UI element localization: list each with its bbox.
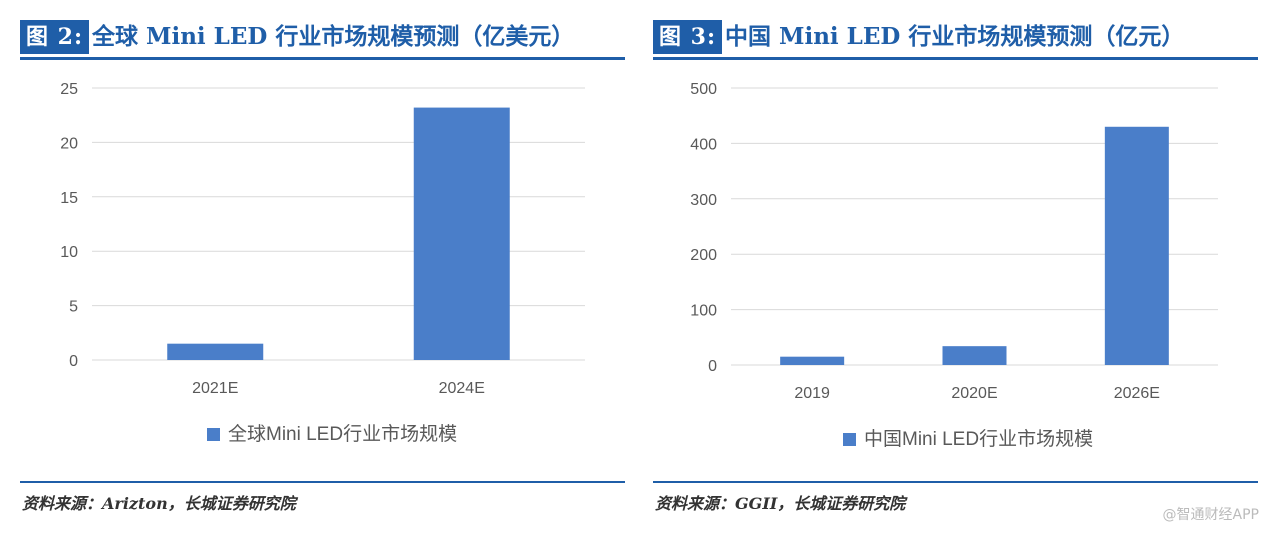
y-tick-label: 10 — [60, 244, 78, 261]
figure-3-chart: 0 100 200 300 400 500 2019 2020E 2026E 中国Mini LED… — [690, 81, 1218, 450]
legend-swatch — [207, 428, 220, 441]
figure-3-footer-rule — [653, 481, 1258, 483]
legend-swatch — [843, 433, 856, 446]
figure-3-header-rule — [653, 57, 1258, 60]
bar-2021E — [167, 343, 264, 360]
x-tick-label: 2019 — [794, 385, 830, 402]
bar-2024E — [413, 107, 510, 360]
y-tick-label: 0 — [708, 358, 717, 375]
y-tick-label: 100 — [690, 303, 717, 320]
figure-3-source: 资料来源：GGII，长城证券研究院 — [655, 494, 906, 513]
bar-2020E — [942, 346, 1007, 365]
x-tick-label: 2024E — [439, 380, 485, 397]
figure-3-header: 图 3: 中国 Mini LED 行业市场规模预测（亿元） — [653, 14, 1258, 60]
figure-2-chart: 0 5 10 15 20 25 2021E 2024E 全球Mini LED行业市场规模 — [60, 81, 585, 445]
figure-2-footer-rule — [20, 481, 625, 483]
bar-2026E — [1104, 126, 1169, 365]
y-tick-label: 15 — [60, 190, 78, 207]
y-tick-label: 300 — [690, 192, 717, 209]
bar-2019 — [780, 356, 845, 365]
x-tick-label: 2021E — [192, 380, 238, 397]
figure-3-title: 中国 Mini LED 行业市场规模预测（亿元） — [725, 23, 1185, 50]
y-tick-label: 5 — [69, 299, 78, 316]
legend-label: 全球Mini LED行业市场规模 — [228, 423, 457, 445]
y-tick-label: 500 — [690, 81, 717, 98]
y-tick-label: 400 — [690, 136, 717, 153]
figure-2-tag: 图 2: — [20, 20, 90, 54]
figure-2-header: 图 2: 全球 Mini LED 行业市场规模预测（亿美元） — [20, 14, 625, 60]
watermark: @智通财经APP — [1162, 507, 1259, 523]
legend-label: 中国Mini LED行业市场规模 — [864, 428, 1093, 450]
figure-3-panel: 图 3: 中国 Mini LED 行业市场规模预测（亿元） 0 100 200 300… — [653, 0, 1258, 533]
y-tick-label: 0 — [69, 353, 78, 370]
y-tick-label: 200 — [690, 247, 717, 264]
figure-2-source: 资料来源：Arizton，长城证券研究院 — [22, 494, 296, 513]
x-tick-label: 2026E — [1114, 385, 1160, 402]
figure-2-panel: 图 2: 全球 Mini LED 行业市场规模预测（亿美元） 0 5 10 15 20 2… — [20, 0, 625, 533]
figure-2-title: 全球 Mini LED 行业市场规模预测（亿美元） — [92, 23, 575, 50]
y-tick-label: 25 — [60, 81, 78, 98]
figure-2-header-rule — [20, 57, 625, 60]
figure-3-tag: 图 3: — [653, 20, 723, 54]
y-tick-label: 20 — [60, 135, 78, 152]
x-tick-label: 2020E — [951, 385, 997, 402]
